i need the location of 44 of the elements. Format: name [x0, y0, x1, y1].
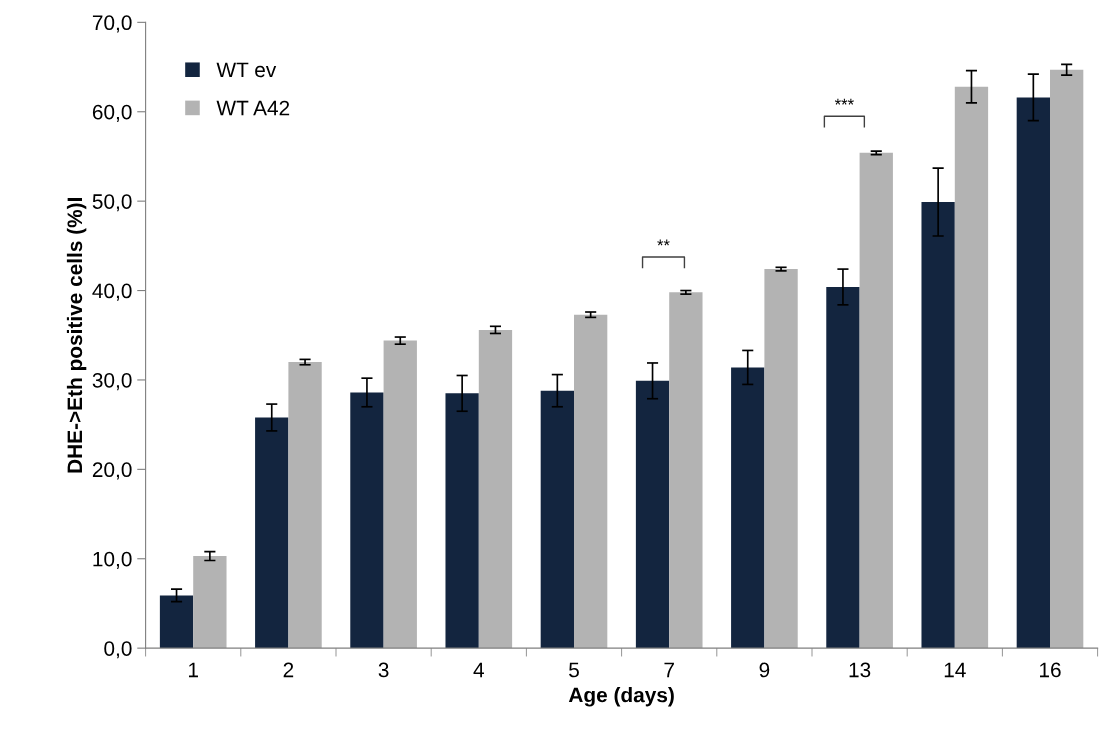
bar [764, 269, 798, 649]
legend-label: WT A42 [216, 100, 290, 116]
bar [731, 367, 765, 649]
x-tick-label: 13 [849, 662, 871, 678]
y-tick-label: 70,0 [92, 15, 132, 33]
bar [635, 380, 670, 649]
bar [383, 340, 417, 649]
bar [445, 393, 479, 649]
bar [1050, 69, 1084, 649]
bar [574, 314, 608, 649]
bar [826, 286, 860, 649]
y-tick-label: 20,0 [92, 462, 132, 480]
x-tick-label: 7 [664, 662, 674, 678]
bar [255, 417, 289, 649]
annotation: ** [657, 239, 670, 246]
bar [1016, 97, 1050, 649]
y-tick-label: 50,0 [92, 194, 132, 212]
y-tick-label: 60,0 [92, 104, 132, 122]
bar [954, 86, 989, 649]
x-tick-label: 9 [759, 662, 770, 678]
bar [350, 392, 384, 649]
x-tick-label: 2 [283, 662, 294, 678]
bar [478, 329, 513, 649]
y-tick-label: 30,0 [92, 372, 132, 391]
annotation: *** [834, 98, 854, 105]
x-axis-title: Age (days) [568, 687, 674, 707]
x-tick-label: 4 [473, 662, 484, 678]
legend-label: WT ev [216, 62, 277, 78]
bar [288, 362, 322, 649]
x-tick-label: 5 [569, 662, 579, 678]
bar [540, 390, 574, 649]
x-tick-label: 1 [189, 662, 198, 678]
bar [193, 556, 227, 649]
x-tick-label: 14 [944, 662, 966, 678]
y-tick-label: 0,0 [104, 641, 132, 659]
bar [669, 292, 703, 649]
y-axis-title: DHE->Eth positive cells (%)I [66, 198, 87, 473]
bar [859, 152, 893, 649]
bar [921, 202, 955, 649]
x-tick-label: 3 [378, 662, 389, 678]
y-tick-label: 40,0 [92, 283, 132, 301]
bar [159, 595, 194, 649]
y-tick-label: 10,0 [93, 551, 132, 569]
x-tick-label: 16 [1040, 662, 1061, 678]
